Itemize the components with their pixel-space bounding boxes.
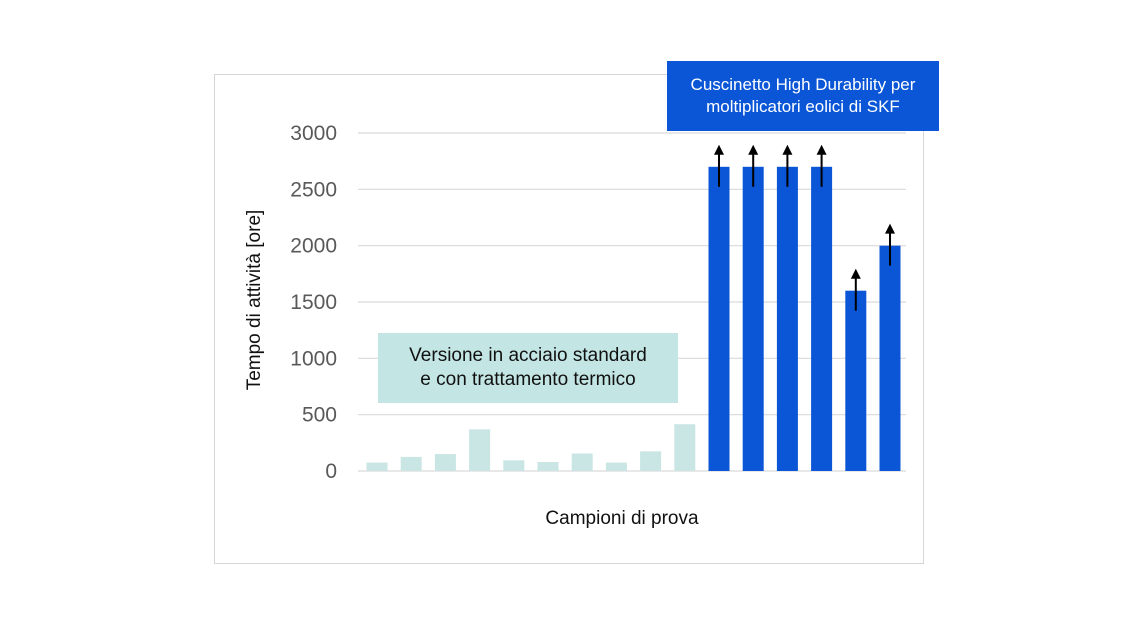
bar-standard <box>571 453 593 471</box>
up-arrow-icon <box>714 144 724 155</box>
y-tick-label: 1000 <box>290 347 337 370</box>
bar-high-durability <box>742 166 764 472</box>
bar-standard <box>503 460 525 471</box>
bar-high-durability <box>811 166 833 472</box>
standard-callout-line1: Versione in acciaio standard <box>409 345 647 366</box>
bar-standard <box>640 451 662 471</box>
bar-high-durability <box>776 166 798 472</box>
arrows <box>714 144 895 311</box>
up-arrow-icon <box>850 268 861 279</box>
bar-high-durability <box>879 245 901 471</box>
bar-standard <box>537 462 559 471</box>
bar-standard <box>469 429 491 471</box>
up-arrow-icon <box>885 223 895 234</box>
bars <box>366 166 901 472</box>
x-axis-label: Campioni di prova <box>545 508 699 529</box>
y-tick-label: 2000 <box>290 235 337 258</box>
standard-callout-line2: e con trattamento termico <box>420 369 636 390</box>
y-tick-label: 2500 <box>290 178 337 201</box>
bar-standard <box>674 424 696 471</box>
up-arrow-icon <box>816 144 827 155</box>
bar-standard <box>434 454 456 471</box>
bar-standard <box>400 456 422 471</box>
standard-steel-callout: Versione in acciaio standard e con tratt… <box>378 333 678 403</box>
high-durability-callout: Cuscinetto High Durability per moltiplic… <box>667 61 939 131</box>
y-tick-label: 1500 <box>290 291 337 314</box>
y-tick-label: 3000 <box>290 122 337 145</box>
chart-frame <box>214 74 924 564</box>
bar-standard <box>366 462 388 471</box>
bar-high-durability <box>845 290 867 471</box>
y-axis-label: Tempo di attività [ore] <box>244 210 265 391</box>
y-axis-ticks: 0 500 1000 1500 2000 2500 3000 <box>290 122 337 483</box>
y-tick-label: 500 <box>302 404 337 427</box>
y-tick-label: 0 <box>325 460 337 483</box>
bar-high-durability <box>708 166 730 472</box>
up-arrow-icon <box>748 144 759 155</box>
up-arrow-icon <box>782 144 793 155</box>
hd-callout-line2: moltiplicatori eolici di SKF <box>706 97 900 116</box>
hd-callout-line1: Cuscinetto High Durability per <box>690 75 916 94</box>
bar-standard <box>605 462 627 471</box>
